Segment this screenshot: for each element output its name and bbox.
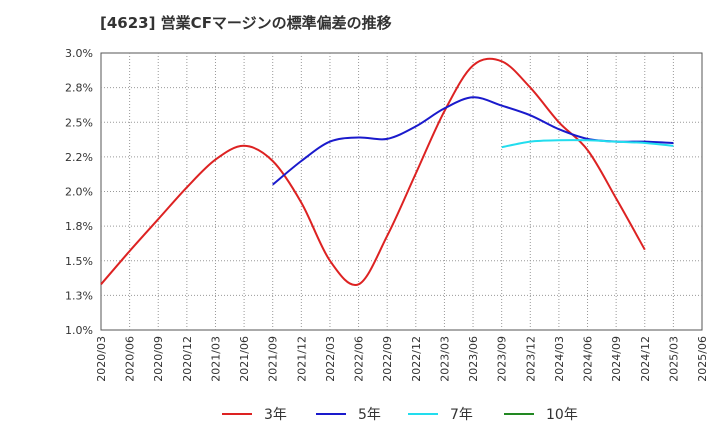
x-tick-label: 2021/12 <box>295 336 308 382</box>
x-tick-label: 2023/03 <box>438 336 451 382</box>
x-tick-label: 2020/03 <box>95 336 108 382</box>
y-tick-label: 1.5% <box>65 255 93 268</box>
y-tick-label: 2.5% <box>65 116 93 129</box>
x-tick-label: 2023/12 <box>524 336 537 382</box>
x-tick-label: 2021/03 <box>209 336 222 382</box>
y-tick-label: 3.0% <box>65 47 93 60</box>
x-tick-label: 2024/09 <box>610 336 623 382</box>
legend-item-7y[interactable]: 7年 <box>408 402 473 426</box>
x-tick-label: 2024/03 <box>553 336 566 382</box>
legend: 3年 5年 7年 10年 <box>0 402 720 426</box>
chart-title: [4623] 営業CFマージンの標準偏差の推移 <box>100 14 392 32</box>
series-line-0 <box>100 57 646 287</box>
legend-swatch-3y <box>222 413 252 415</box>
legend-label-3y: 3年 <box>264 407 287 423</box>
y-tick-label: 2.2% <box>65 151 93 164</box>
legend-item-10y[interactable]: 10年 <box>504 402 578 426</box>
x-tick-label: 2020/12 <box>181 336 194 382</box>
x-tick-label: 2023/09 <box>496 336 509 382</box>
legend-item-3y[interactable]: 3年 <box>222 402 287 426</box>
legend-swatch-10y <box>504 413 534 415</box>
legend-swatch-7y <box>408 413 438 415</box>
x-tick-label: 2022/09 <box>381 336 394 382</box>
legend-label-7y: 7年 <box>450 407 473 423</box>
legend-swatch-5y <box>316 413 346 415</box>
x-tick-label: 2021/06 <box>238 336 251 382</box>
x-tick-label: 2022/03 <box>324 336 337 382</box>
x-tick-label: 2022/12 <box>410 336 423 382</box>
x-tick-label: 2020/09 <box>152 336 165 382</box>
y-tick-label: 2.0% <box>65 186 93 199</box>
x-tick-label: 2023/06 <box>467 336 480 382</box>
x-tick-label: 2025/03 <box>667 336 680 382</box>
x-tick-label: 2024/06 <box>582 336 595 382</box>
series-line-2 <box>501 139 674 149</box>
x-tick-label: 2020/06 <box>124 336 137 382</box>
legend-label-10y: 10年 <box>546 407 578 423</box>
x-tick-label: 2024/12 <box>639 336 652 382</box>
x-tick-label: 2025/06 <box>696 336 709 382</box>
y-tick-label: 1.3% <box>65 289 93 302</box>
y-tick-label: 1.0% <box>65 324 93 337</box>
y-tick-label: 2.8% <box>65 82 93 95</box>
legend-label-5y: 5年 <box>358 407 381 423</box>
x-tick-label: 2022/06 <box>353 336 366 382</box>
y-tick-label: 1.8% <box>65 220 93 233</box>
x-tick-label: 2021/09 <box>267 336 280 382</box>
legend-item-5y[interactable]: 5年 <box>316 402 381 426</box>
